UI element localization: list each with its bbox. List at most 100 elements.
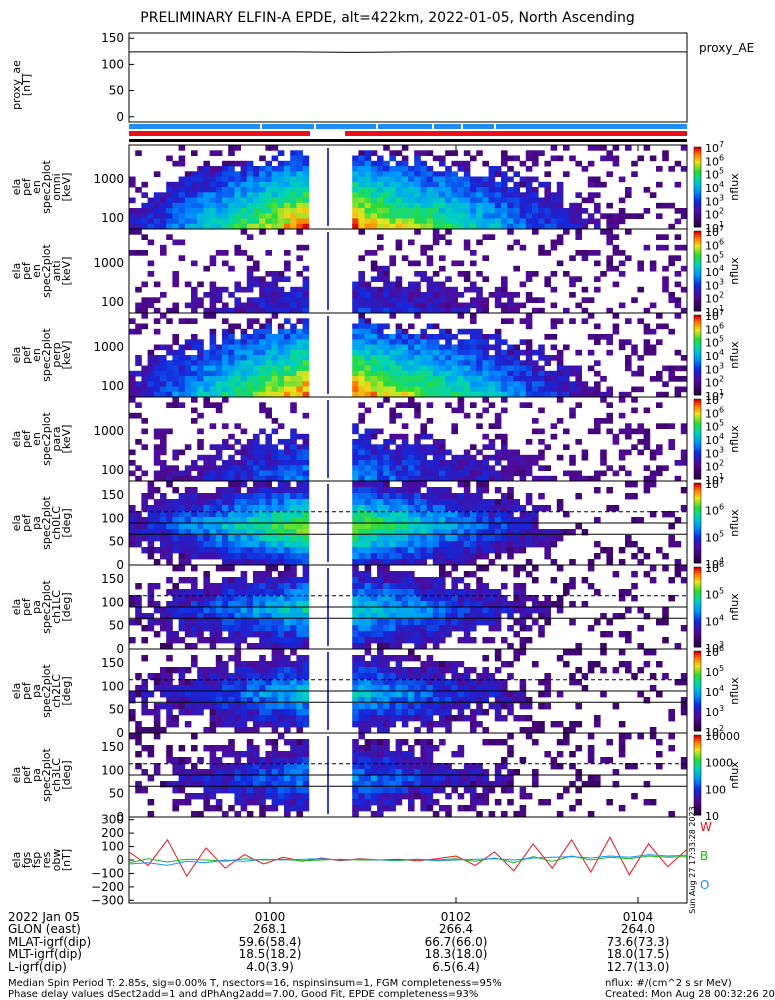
heatmap-cell bbox=[296, 499, 303, 506]
heatmap-cell bbox=[296, 529, 303, 536]
heatmap-cell bbox=[408, 239, 415, 246]
heatmap-cell bbox=[470, 547, 477, 554]
heatmap-cell bbox=[197, 523, 204, 530]
heatmap-cell bbox=[277, 202, 285, 209]
heatmap-cell bbox=[445, 150, 452, 156]
heatmap-cell bbox=[246, 511, 254, 518]
heatmap-cell bbox=[470, 541, 477, 548]
heatmap-cell bbox=[358, 679, 365, 686]
heatmap-cell bbox=[259, 607, 266, 614]
heatmap-cell bbox=[271, 577, 279, 584]
heatmap-cell bbox=[377, 444, 384, 450]
colorbar-swatch bbox=[694, 205, 701, 208]
heatmap-cell bbox=[253, 499, 260, 506]
heatmap-cell bbox=[532, 386, 539, 393]
heatmap-cell bbox=[550, 535, 558, 542]
heatmap-cell bbox=[246, 355, 254, 361]
heatmap-cell bbox=[395, 339, 403, 345]
heatmap-cell bbox=[625, 535, 632, 542]
heatmap-cell bbox=[197, 601, 204, 608]
heatmap-cell bbox=[488, 523, 496, 530]
heatmap-cell bbox=[426, 637, 434, 644]
heatmap-cell bbox=[364, 181, 372, 188]
heatmap-cell bbox=[550, 302, 558, 309]
heatmap-cell bbox=[445, 487, 452, 494]
heatmap-cell bbox=[240, 444, 248, 450]
heatmap-cell bbox=[414, 187, 421, 193]
heatmap-cell bbox=[395, 517, 403, 524]
heatmap-cell bbox=[525, 166, 533, 172]
heatmap-cell bbox=[637, 643, 644, 650]
heatmap-cell bbox=[259, 517, 266, 524]
heatmap-cell bbox=[160, 391, 167, 398]
heatmap-cell bbox=[457, 360, 465, 366]
heatmap-cell bbox=[476, 601, 483, 608]
heatmap-cell bbox=[501, 370, 508, 377]
heatmap-cell bbox=[222, 365, 229, 372]
heatmap-cell bbox=[228, 673, 235, 680]
heatmap-cell bbox=[265, 589, 272, 596]
heatmap-cell bbox=[519, 213, 527, 219]
heatmap-cell bbox=[129, 523, 136, 530]
heatmap-cell bbox=[519, 202, 527, 209]
heatmap-cell bbox=[513, 239, 520, 246]
heatmap-cell bbox=[240, 286, 248, 293]
heatmap-cell bbox=[370, 218, 378, 225]
heatmap-cell bbox=[618, 271, 626, 277]
heatmap-cell bbox=[246, 535, 254, 542]
heatmap-cell bbox=[637, 265, 644, 272]
heatmap-cell bbox=[246, 595, 254, 602]
heatmap-cell bbox=[383, 265, 390, 272]
heatmap-cell bbox=[426, 475, 434, 482]
heatmap-cell bbox=[414, 370, 421, 377]
colorbar-swatch bbox=[694, 237, 701, 240]
heatmap-cell bbox=[668, 328, 675, 335]
heatmap-cell bbox=[488, 439, 496, 445]
heatmap-cell bbox=[476, 202, 483, 209]
colorbar-swatch bbox=[694, 333, 701, 336]
heatmap-cell bbox=[556, 365, 564, 372]
heatmap-cell bbox=[166, 365, 173, 372]
heatmap-cell bbox=[277, 529, 285, 536]
colorbar-frame bbox=[693, 566, 702, 648]
heatmap-cell bbox=[166, 679, 173, 686]
colorbar-swatch bbox=[694, 279, 701, 282]
heatmap-cell bbox=[494, 613, 502, 620]
colorbar-swatch bbox=[694, 493, 701, 496]
heatmap-cell bbox=[290, 673, 297, 680]
heatmap-cell bbox=[439, 511, 446, 518]
heatmap-cell bbox=[246, 643, 254, 650]
heatmap-cell bbox=[191, 685, 198, 692]
heatmap-cell bbox=[494, 535, 502, 542]
heatmap-cell bbox=[519, 523, 527, 530]
heatmap-cell bbox=[457, 465, 465, 471]
heatmap-cell bbox=[494, 505, 502, 512]
heatmap-cell bbox=[618, 589, 626, 596]
colorbar-swatch bbox=[694, 575, 701, 578]
heatmap-cell bbox=[153, 171, 161, 177]
heatmap-cell bbox=[370, 360, 378, 366]
heatmap-cell bbox=[284, 197, 291, 204]
heatmap-cell bbox=[395, 150, 403, 156]
heatmap-cell bbox=[470, 637, 477, 644]
heatmap-cell bbox=[383, 727, 390, 734]
heatmap-cell bbox=[426, 553, 434, 560]
heatmap-cell bbox=[172, 370, 179, 377]
heatmap-cell bbox=[364, 619, 372, 626]
heatmap-cell bbox=[153, 583, 161, 590]
heatmap-cell bbox=[290, 223, 297, 230]
heatmap-cell bbox=[364, 323, 372, 330]
heatmap-cell bbox=[203, 523, 210, 530]
heatmap-cell bbox=[203, 166, 210, 172]
heatmap-cell bbox=[556, 260, 564, 267]
heatmap-cell bbox=[420, 360, 427, 366]
heatmap-cell bbox=[253, 613, 260, 620]
heatmap-cell bbox=[215, 661, 223, 668]
heatmap-cell bbox=[259, 297, 266, 303]
heatmap-cell bbox=[135, 673, 142, 680]
heatmap-cell bbox=[222, 697, 229, 704]
heatmap-cell bbox=[302, 155, 310, 162]
heatmap-cell bbox=[246, 171, 254, 177]
heatmap-cell bbox=[476, 607, 483, 614]
heatmap-cell bbox=[222, 721, 229, 728]
